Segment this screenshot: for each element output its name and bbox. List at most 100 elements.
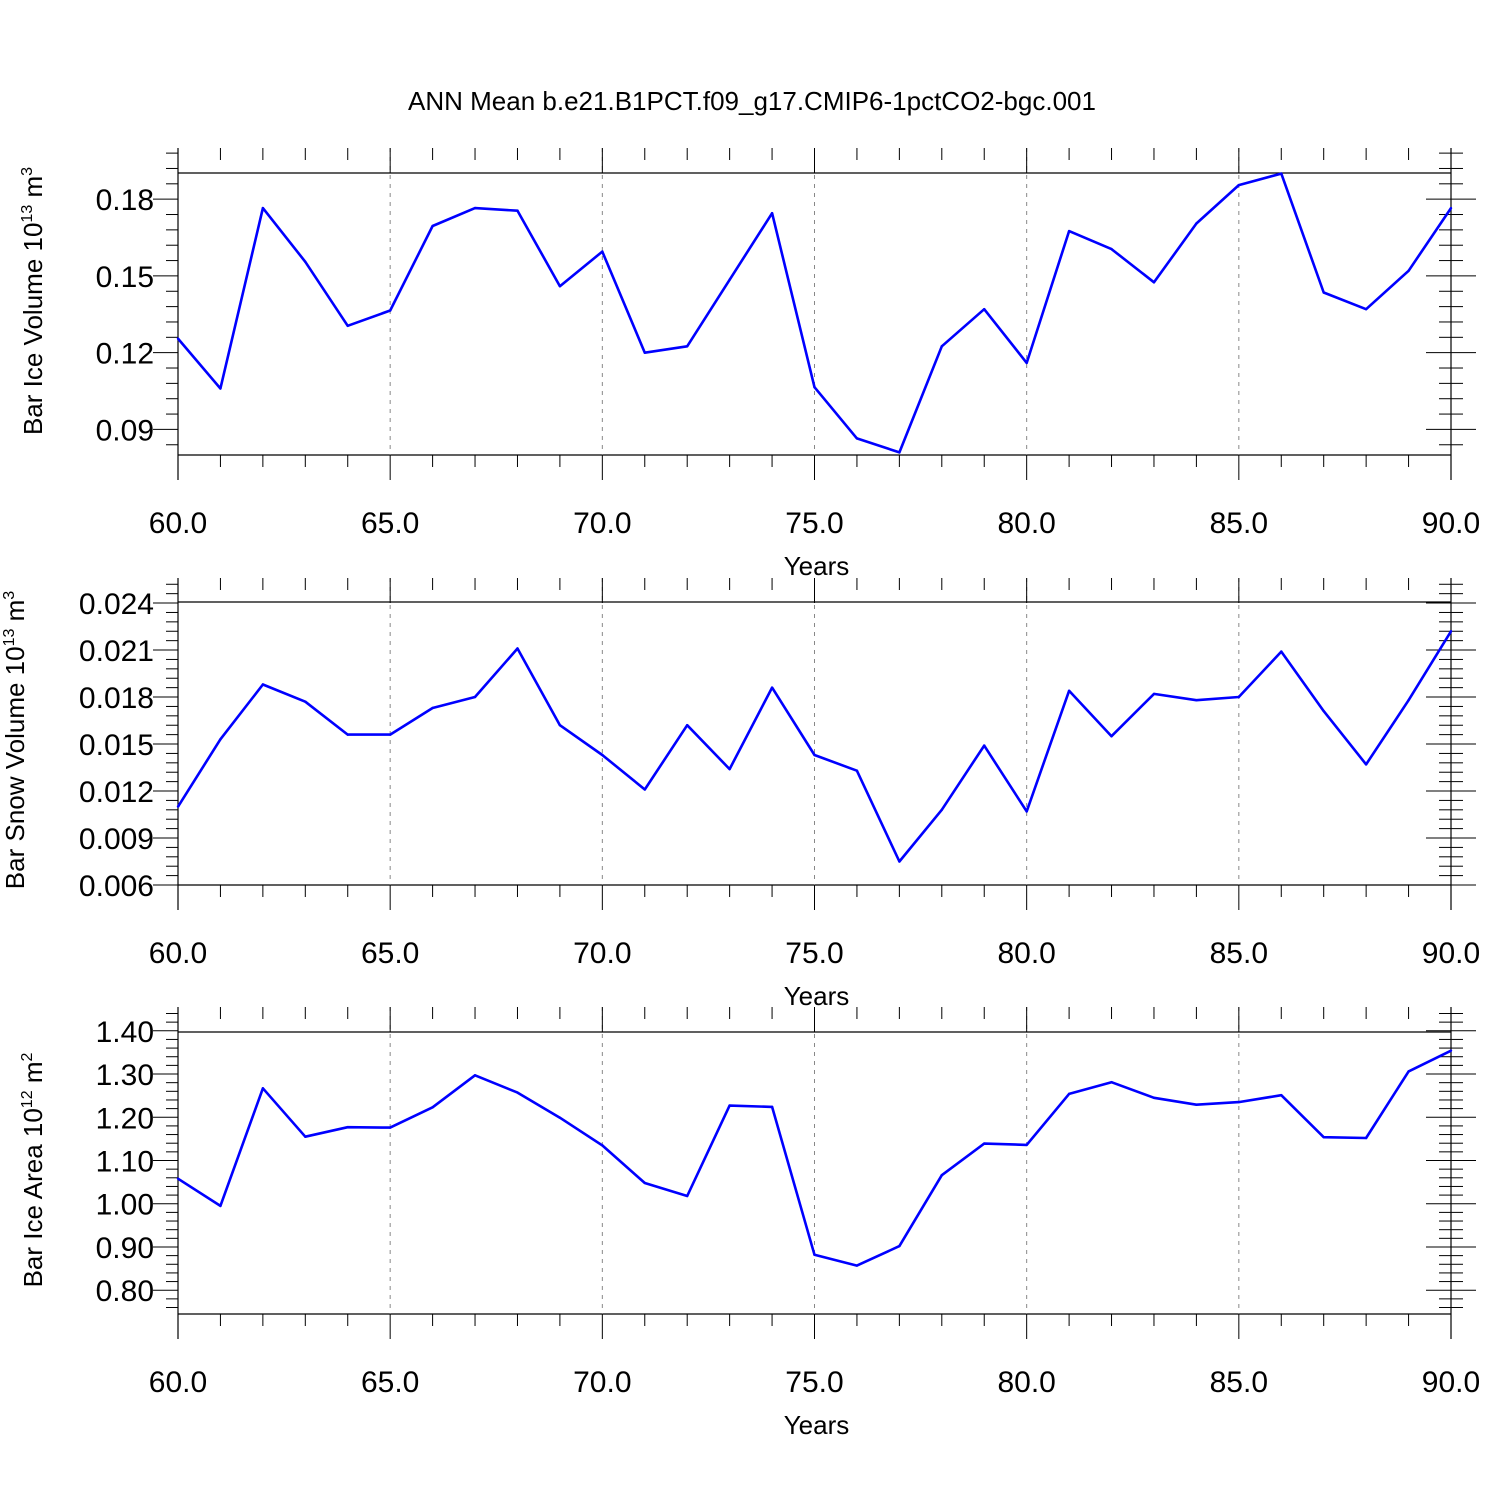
data-point	[1025, 361, 1028, 365]
data-point	[1152, 692, 1156, 696]
data-point	[1110, 1081, 1113, 1084]
x-axis-label: Years	[784, 981, 850, 1011]
data-point	[983, 1142, 986, 1145]
data-point	[770, 1105, 774, 1109]
x-tick-label: 85.0	[1210, 1366, 1268, 1399]
data-point	[770, 212, 774, 215]
data-point	[940, 808, 943, 812]
data-point	[431, 1106, 434, 1109]
data-point	[261, 683, 265, 686]
data-point	[1407, 1070, 1410, 1073]
x-tick-label: 70.0	[573, 507, 631, 540]
data-point	[346, 324, 349, 328]
data-point	[1322, 291, 1325, 294]
data-point	[1067, 1092, 1071, 1096]
x-tick-label: 75.0	[785, 937, 843, 970]
data-point	[643, 351, 646, 354]
data-point	[516, 647, 519, 650]
data-point	[1449, 206, 1453, 210]
data-point	[1110, 247, 1113, 251]
data-point	[558, 284, 562, 288]
data-point	[346, 733, 349, 736]
panel-2: 0.006 0.009 0.012 0.015 0.018 0.021 0.024 60.0 6…	[0, 578, 1480, 1011]
panel-3: 0.80 0.90 1.00 1.10 1.20 1.30 1.40 60.0 65.0 70.0…	[18, 1007, 1480, 1440]
data-point	[940, 1174, 943, 1177]
x-tick-label: 80.0	[997, 507, 1055, 540]
data-point	[1067, 689, 1071, 692]
data-point	[1152, 1096, 1156, 1100]
data-point	[516, 1091, 519, 1094]
data-point	[473, 206, 477, 210]
data-point	[1280, 1094, 1283, 1097]
data-point	[1280, 650, 1283, 653]
y-tick-label: 1.20	[96, 1102, 154, 1135]
data-point	[558, 724, 562, 727]
x-tick-label: 90.0	[1422, 937, 1480, 970]
data-point	[601, 250, 604, 253]
data-point	[983, 744, 986, 747]
data-point	[898, 860, 901, 863]
data-point	[728, 1104, 731, 1107]
data-point	[219, 387, 222, 390]
data-point	[473, 695, 477, 699]
data-point	[855, 437, 859, 440]
data-point	[813, 386, 816, 389]
data-point	[431, 706, 434, 710]
x-axis-label: Years	[784, 551, 850, 581]
data-point	[304, 260, 307, 264]
y-tick-label: 0.90	[96, 1232, 154, 1265]
data-point	[643, 1181, 646, 1185]
y-tick-label: 0.15	[96, 261, 154, 294]
data-point	[643, 788, 646, 791]
data-point	[261, 1087, 265, 1090]
data-point	[1322, 1135, 1325, 1139]
data-point	[304, 700, 307, 703]
data-point	[219, 1204, 222, 1208]
data-point	[1364, 307, 1368, 311]
x-tick-label: 75.0	[785, 1366, 843, 1399]
data-point	[516, 209, 519, 212]
data-point	[261, 206, 265, 210]
data-point	[1025, 1143, 1028, 1147]
data-point	[1364, 1136, 1368, 1140]
data-point	[686, 1194, 689, 1198]
data-point	[1237, 1100, 1241, 1104]
data-point	[473, 1074, 477, 1077]
y-tick-label: 0.021	[79, 635, 154, 668]
x-tick-label: 60.0	[149, 937, 207, 970]
y-tick-label: 0.80	[96, 1275, 154, 1308]
y-tick-label: 0.018	[79, 682, 154, 715]
data-point	[1067, 229, 1071, 233]
y-tick-label: 0.024	[79, 588, 154, 621]
y-tick-label: 0.18	[96, 184, 154, 217]
y-axis-label: Bar Ice Volume 1013 m3	[18, 167, 48, 435]
data-point	[1364, 763, 1368, 766]
data-point	[346, 1126, 349, 1129]
data-point	[1195, 222, 1198, 225]
data-point	[898, 451, 901, 454]
data-point	[686, 724, 689, 727]
x-tick-label: 60.0	[149, 507, 207, 540]
data-point	[1449, 1049, 1453, 1052]
chart-title: ANN Mean b.e21.B1PCT.f09_g17.CMIP6-1pctC…	[408, 86, 1096, 116]
data-point	[304, 1135, 307, 1138]
y-tick-label: 0.015	[79, 729, 154, 762]
x-tick-label: 65.0	[361, 937, 419, 970]
data-point	[1195, 1103, 1198, 1106]
data-point	[940, 345, 943, 348]
y-tick-label: 0.006	[79, 870, 154, 903]
y-axis-label: Bar Ice Area 1012 m2	[18, 1052, 48, 1287]
y-tick-label: 1.30	[96, 1059, 154, 1092]
x-tick-label: 60.0	[149, 1366, 207, 1399]
data-point	[601, 1144, 604, 1147]
x-tick-label: 90.0	[1422, 1366, 1480, 1399]
data-point	[1280, 172, 1283, 175]
y-tick-label: 0.12	[96, 338, 154, 371]
data-point	[1449, 630, 1453, 633]
data-point	[176, 805, 180, 808]
data-point	[983, 307, 986, 311]
x-tick-label: 70.0	[573, 1366, 631, 1399]
data-point	[855, 769, 859, 772]
x-tick-label: 75.0	[785, 507, 843, 540]
